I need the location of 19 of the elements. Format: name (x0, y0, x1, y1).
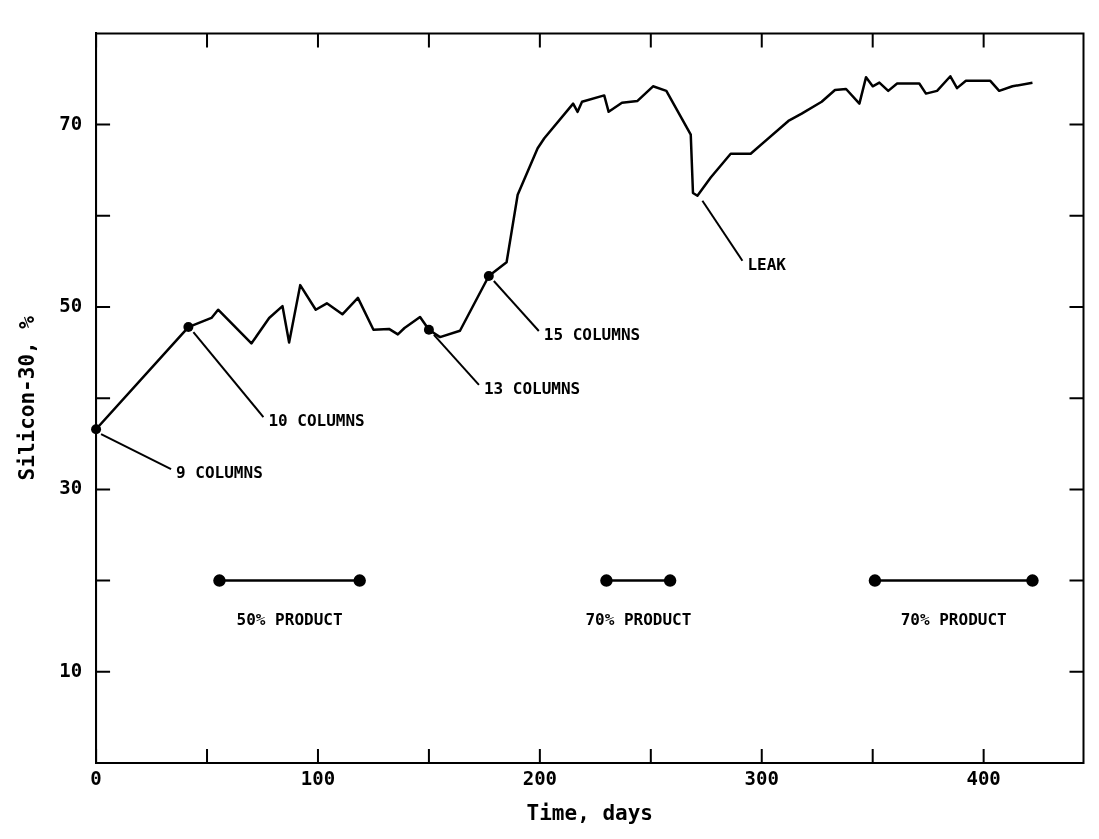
y-tick-label: 70 (59, 111, 83, 134)
annotation: 13 COLUMNS (483, 378, 581, 398)
x-tick-label: 100 (300, 767, 336, 790)
x-tick-label: 0 (90, 767, 102, 790)
annotation: 10 COLUMNS (268, 411, 365, 431)
annotation: 70% PRODUCT (585, 609, 692, 629)
y-tick-label: 50 (59, 293, 83, 316)
y-axis-title: Silicon-30, % (15, 315, 40, 481)
y-tick-label: 10 (59, 658, 83, 681)
annotation: 9 COLUMNS (176, 463, 263, 483)
x-tick-label: 400 (966, 767, 1001, 790)
annotation: LEAK (747, 254, 787, 274)
x-axis-title: Time, days (526, 800, 654, 825)
x-tick-label: 200 (522, 767, 558, 790)
annotation: 15 COLUMNS (543, 325, 641, 345)
y-tick-label: 30 (59, 476, 83, 499)
x-tick-label: 300 (744, 767, 779, 790)
annotation: 70% PRODUCT (900, 609, 1007, 629)
annotation: 50% PRODUCT (236, 609, 343, 629)
